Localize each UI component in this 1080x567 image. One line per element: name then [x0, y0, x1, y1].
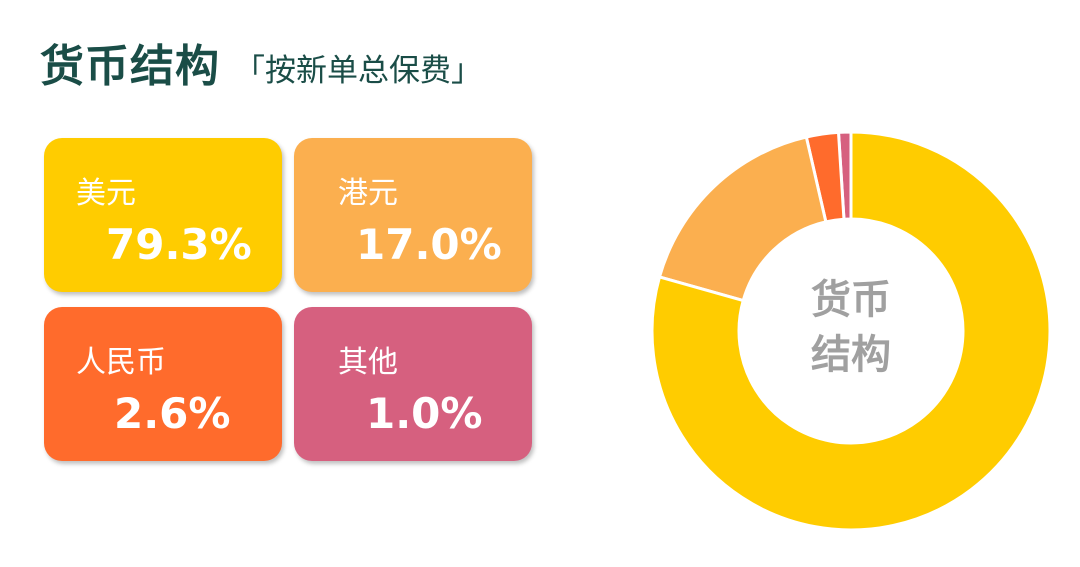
center-label-1: 货币 [811, 277, 891, 323]
legend-card-other: 其他 1.0% [294, 307, 532, 461]
donut-slice-2 [804, 130, 846, 224]
title-subtitle: 「按新单总保费」 [234, 53, 482, 89]
card-value: 17.0% [356, 220, 502, 269]
card-label: 人民币 [76, 345, 166, 380]
card-value: 1.0% [366, 389, 483, 438]
legend-card-usd: 美元 79.3% [44, 138, 282, 292]
card-label: 美元 [76, 176, 136, 211]
card-value: 79.3% [106, 220, 252, 269]
card-value: 2.6% [114, 389, 231, 438]
card-label: 港元 [338, 176, 398, 211]
legend-card-cny: 人民币 2.6% [44, 307, 282, 461]
donut-slice-1 [657, 135, 828, 303]
card-label: 其他 [338, 345, 398, 380]
legend-card-hkd: 港元 17.0% [294, 138, 532, 292]
chart-title: 货币结构 「按新单总保费」 [40, 30, 482, 94]
title-main: 货币结构 [40, 41, 220, 92]
donut-slice-0 [650, 130, 1052, 532]
center-label-2: 结构 [811, 332, 891, 378]
